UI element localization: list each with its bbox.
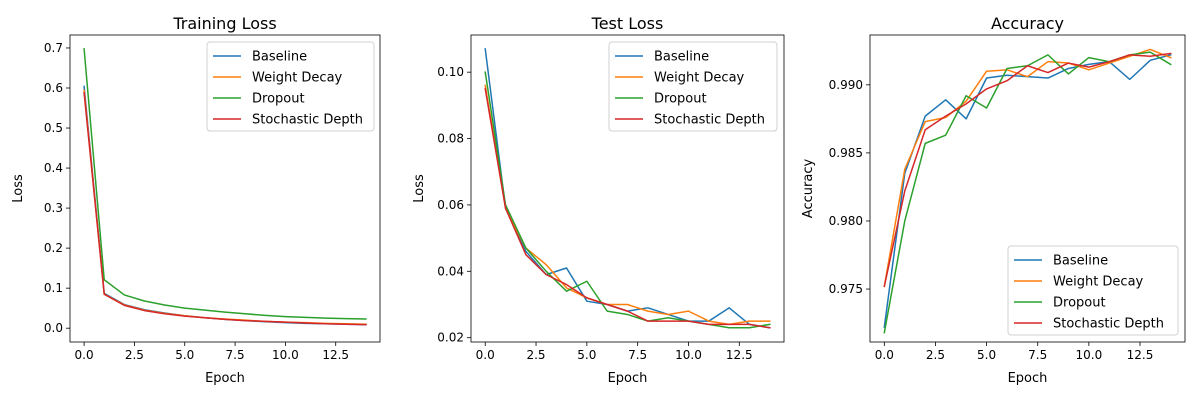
y-tick-label: 0.980 xyxy=(829,214,863,228)
x-tick-label: 10.0 xyxy=(1076,348,1103,362)
x-tick-label: 2.5 xyxy=(125,348,144,362)
legend-label: Baseline xyxy=(252,50,307,65)
x-axis-label: Epoch xyxy=(205,371,245,386)
x-tick-label: 0.0 xyxy=(875,348,894,362)
y-tick-label: 0.3 xyxy=(44,201,63,215)
y-tick-label: 0.990 xyxy=(829,78,863,92)
legend-label: Stochastic Depth xyxy=(1053,317,1164,332)
series-line xyxy=(484,87,771,329)
legend: Baseline Weight Decay Dropout Stochastic De… xyxy=(206,41,375,132)
legend-label: Weight Decay xyxy=(1053,275,1144,290)
y-axis-label: Loss xyxy=(11,174,26,203)
y-axis-label: Loss xyxy=(412,174,427,203)
x-tick-label: 7.5 xyxy=(226,348,245,362)
series-line xyxy=(883,52,1172,288)
y-tick-label: 0.6 xyxy=(44,81,63,95)
x-tick-label: 12.5 xyxy=(1127,348,1154,362)
legend-label: Weight Decay xyxy=(252,71,343,86)
chart-title: Accuracy xyxy=(991,14,1064,33)
legend: Baseline Weight Decay Dropout Stochastic De… xyxy=(1007,245,1179,336)
chart-panel: Test Loss 0.0 2.5 5.0 7.5 10.0 12.5 0.02 0.04 0.0… xyxy=(412,14,785,386)
x-tick-label: 2.5 xyxy=(926,348,945,362)
y-tick-label: 0.4 xyxy=(44,161,63,175)
legend-label: Dropout xyxy=(1053,296,1106,311)
legend-frame xyxy=(206,41,375,132)
chart-title: Training Loss xyxy=(172,14,276,33)
x-tick-label: 7.5 xyxy=(628,348,647,362)
legend-label: Dropout xyxy=(252,92,305,107)
x-tick-label: 10.0 xyxy=(272,348,299,362)
legend-label: Dropout xyxy=(654,92,707,107)
series-line xyxy=(83,47,367,320)
y-tick-label: 0.10 xyxy=(437,65,464,79)
y-tick-label: 0.7 xyxy=(44,41,63,55)
y-axis-label: Accuracy xyxy=(801,159,816,219)
x-tick-label: 12.5 xyxy=(726,348,753,362)
y-tick-label: 0.0 xyxy=(44,321,63,335)
y-tick-label: 0.02 xyxy=(437,331,464,345)
legend-frame xyxy=(1007,245,1179,336)
plot-frame xyxy=(69,34,381,343)
y-tick-label: 0.975 xyxy=(829,282,863,296)
plot-frame xyxy=(470,34,785,343)
legend-frame xyxy=(608,41,778,132)
legend-label: Stochastic Depth xyxy=(654,113,765,128)
series-line xyxy=(83,91,367,326)
chart-title: Test Loss xyxy=(591,14,664,33)
x-tick-label: 0.0 xyxy=(476,348,495,362)
legend: Baseline Weight Decay Dropout Stochastic De… xyxy=(608,41,778,132)
x-tick-label: 5.0 xyxy=(577,348,596,362)
y-tick-label: 0.5 xyxy=(44,121,63,135)
legend-label: Stochastic Depth xyxy=(252,113,363,128)
series-line xyxy=(484,71,771,329)
x-axis-label: Epoch xyxy=(608,371,648,386)
legend-label: Baseline xyxy=(1053,254,1108,269)
y-tick-label: 0.1 xyxy=(44,281,63,295)
y-tick-label: 0.2 xyxy=(44,241,63,255)
x-tick-label: 5.0 xyxy=(175,348,194,362)
x-tick-label: 10.0 xyxy=(675,348,702,362)
y-tick-label: 0.985 xyxy=(829,146,863,160)
plot-frame xyxy=(869,34,1186,343)
x-tick-label: 7.5 xyxy=(1028,348,1047,362)
legend-label: Weight Decay xyxy=(654,71,745,86)
y-tick-label: 0.08 xyxy=(437,132,464,146)
x-tick-label: 0.0 xyxy=(75,348,94,362)
y-tick-label: 0.04 xyxy=(437,264,464,278)
chart-panel: Training Loss 0.0 2.5 5.0 7.5 10.0 12.5 0.0 0.1 0… xyxy=(11,14,381,386)
x-axis-label: Epoch xyxy=(1008,371,1048,386)
legend-label: Baseline xyxy=(654,50,709,65)
series-line xyxy=(484,84,771,326)
series-line xyxy=(883,48,1172,288)
x-tick-label: 5.0 xyxy=(977,348,996,362)
y-tick-label: 0.06 xyxy=(437,198,464,212)
x-tick-label: 12.5 xyxy=(322,348,349,362)
x-tick-label: 2.5 xyxy=(526,348,545,362)
chart-panel: Accuracy 0.0 2.5 5.0 7.5 10.0 12.5 0.975 0.980 0.… xyxy=(801,14,1186,386)
